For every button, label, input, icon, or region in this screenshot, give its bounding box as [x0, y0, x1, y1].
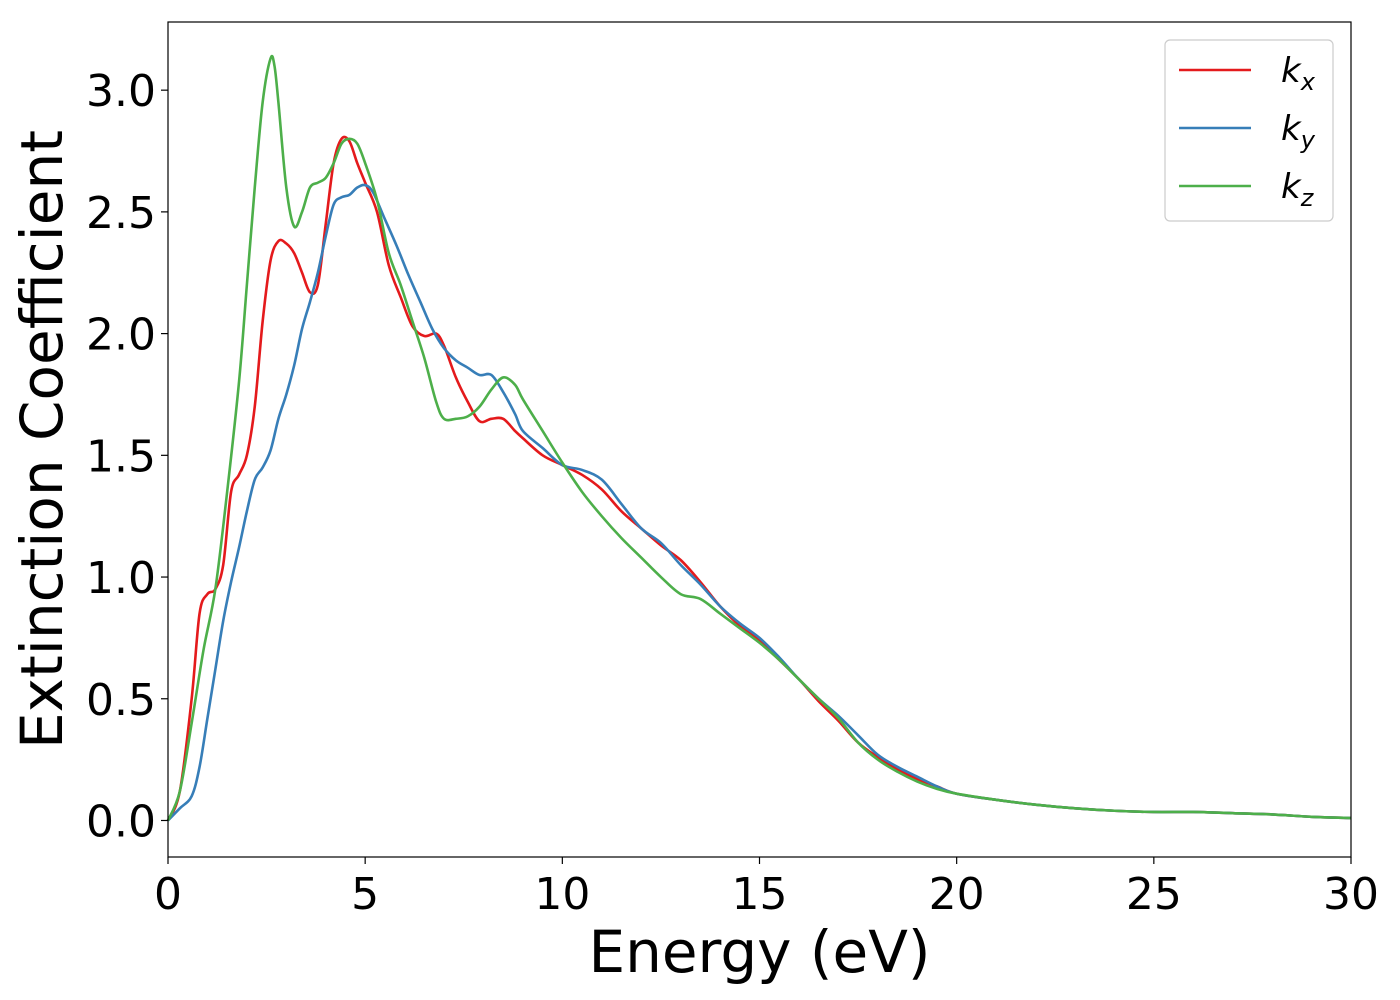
legend-label-ky: ky [1281, 109, 1316, 154]
series-line-kz [166, 54, 1352, 822]
x-tick-label: 20 [929, 869, 985, 920]
y-tick-label: 0.5 [86, 675, 156, 726]
y-axis: 0.0 0.5 1.0 1.5 2.0 2.5 3.0 [86, 66, 168, 847]
y-tick-label: 0.0 [86, 796, 156, 847]
x-tick-label: 0 [154, 869, 182, 920]
series-line-kx [166, 135, 1352, 822]
series-layer [166, 54, 1352, 822]
y-tick-label: 2.0 [86, 310, 156, 361]
y-tick-label: 3.0 [86, 66, 156, 117]
x-tick-label: 30 [1323, 869, 1379, 920]
legend-label-kz: kz [1281, 167, 1315, 212]
x-tick-label: 5 [351, 869, 379, 920]
x-axis-label: Energy (eV) [588, 918, 930, 986]
y-axis-label: Extinction Coefficient [8, 130, 76, 749]
y-tick-label: 2.5 [86, 188, 156, 239]
legend-box [1164, 39, 1334, 222]
legend-label-kx: kx [1281, 51, 1316, 96]
x-tick-label: 10 [534, 869, 590, 920]
y-tick-label: 1.5 [86, 431, 156, 482]
x-tick-label: 25 [1126, 869, 1182, 920]
x-tick-label: 15 [732, 869, 788, 920]
legend: kx ky kz [1164, 39, 1334, 222]
x-axis: 0 5 10 15 20 25 30 [154, 857, 1379, 920]
y-tick-label: 1.0 [86, 553, 156, 604]
series-line-ky [167, 183, 1352, 822]
